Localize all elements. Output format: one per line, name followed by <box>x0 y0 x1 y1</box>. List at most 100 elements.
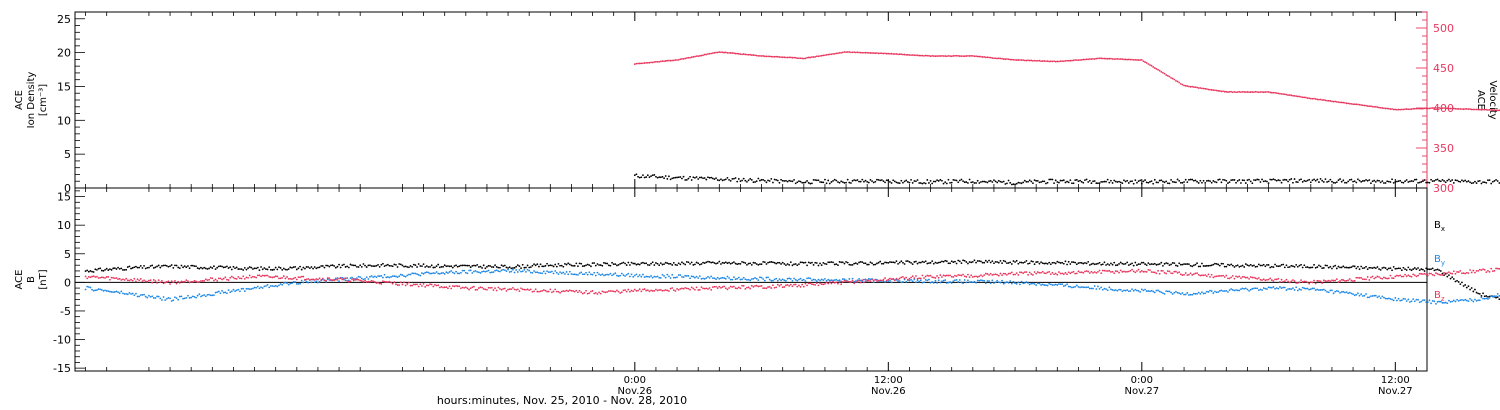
density-point <box>987 182 989 184</box>
velocity-point <box>1234 91 1236 93</box>
field-bx-point <box>566 264 568 266</box>
field-bx-point <box>285 269 287 271</box>
field-bx-point <box>982 262 984 264</box>
field-bx-point <box>1294 266 1296 268</box>
velocity-point <box>1401 109 1403 111</box>
field-bx-point <box>272 269 274 271</box>
field-bx-point <box>844 263 846 265</box>
density-point <box>644 177 646 179</box>
velocity-point <box>697 55 699 57</box>
field-by-point <box>172 299 174 301</box>
field-bx-point <box>1407 266 1409 268</box>
field-bx-point <box>411 266 413 268</box>
field-bx-point <box>211 267 213 269</box>
field-bx-point <box>1115 264 1117 266</box>
field-bx-point <box>393 264 395 266</box>
density-point <box>1216 182 1218 184</box>
velocity-point <box>944 55 946 57</box>
field-bx-point <box>1078 262 1080 264</box>
density-point <box>1266 181 1268 183</box>
field-by-point <box>122 292 124 294</box>
field-bx-point <box>496 266 498 268</box>
field-bx-point <box>445 265 447 267</box>
velocity-point <box>1388 108 1390 110</box>
density-point <box>1013 183 1015 185</box>
velocity-point <box>699 55 701 57</box>
velocity-point <box>741 53 743 55</box>
velocity-point <box>1245 91 1247 93</box>
density-point <box>1490 183 1492 185</box>
field-bx-point <box>582 265 584 267</box>
field-bx-point <box>265 268 267 270</box>
velocity-point <box>818 55 820 57</box>
velocity-point <box>884 52 886 54</box>
field-bx-point <box>619 263 621 265</box>
field-bx-point <box>1414 267 1416 269</box>
field-bx-point <box>1315 267 1317 269</box>
density-point <box>1071 182 1073 184</box>
velocity-point <box>1131 59 1133 61</box>
field-bx-point <box>1229 264 1231 266</box>
density-point <box>709 177 711 179</box>
velocity-point <box>1432 107 1434 109</box>
field-bx-point <box>221 266 223 268</box>
density-point <box>1362 180 1364 182</box>
velocity-point <box>988 57 990 59</box>
velocity-point <box>1485 109 1487 111</box>
field-bx-point <box>350 264 352 266</box>
field-bx-point <box>668 263 670 265</box>
density-point <box>1156 181 1158 183</box>
velocity-point <box>905 54 907 56</box>
field-bx-point <box>1360 266 1362 268</box>
velocity-point <box>1068 60 1070 62</box>
field-by-point <box>198 293 200 295</box>
density-point <box>1032 182 1034 184</box>
density-point <box>949 182 951 184</box>
field-bx-point <box>660 262 662 264</box>
density-point <box>1329 179 1331 181</box>
velocity-point <box>1443 107 1445 109</box>
field-bx-point <box>1069 263 1071 265</box>
density-point <box>1479 180 1481 182</box>
velocity-point <box>839 52 841 54</box>
velocity-point <box>1191 86 1193 88</box>
velocity-point <box>1297 96 1299 98</box>
field-by-point <box>135 293 137 295</box>
density-point <box>1126 180 1128 182</box>
field-bx-point <box>525 267 527 269</box>
field-bx-point <box>478 266 480 268</box>
field-bx-point <box>187 265 189 267</box>
velocity-point <box>1414 108 1416 110</box>
density-point <box>754 181 756 183</box>
velocity-point <box>705 54 707 56</box>
velocity-point <box>1107 58 1109 60</box>
field-bx-point <box>125 269 127 271</box>
field-bx-point <box>913 261 915 263</box>
density-point <box>1346 182 1348 184</box>
velocity-point <box>876 52 878 54</box>
field-bx-point <box>385 264 387 266</box>
field-bx-point <box>1042 262 1044 264</box>
density-point <box>1185 179 1187 181</box>
field-bx-point <box>779 262 781 264</box>
field-bx-point <box>88 271 90 273</box>
velocity-point <box>939 55 941 57</box>
field-bx-point <box>603 262 605 264</box>
field-by-point <box>91 289 93 291</box>
field-bx-point <box>528 267 530 269</box>
density-point <box>829 183 831 185</box>
field-bx-point <box>1425 267 1427 269</box>
velocity-point <box>1427 108 1429 110</box>
field-bx-point <box>1019 262 1021 264</box>
field-bx-point <box>866 264 868 266</box>
density-point <box>1383 182 1385 184</box>
velocity-point <box>1380 107 1382 109</box>
field-bx-point <box>1177 265 1179 267</box>
field-bx-point <box>879 261 881 263</box>
field-bx-point <box>1105 264 1107 266</box>
field-bx-point <box>314 266 316 268</box>
field-bx-point <box>398 263 400 265</box>
field-bx-point <box>717 262 719 264</box>
field-bx-point <box>1268 264 1270 266</box>
field-bx-point <box>741 261 743 263</box>
